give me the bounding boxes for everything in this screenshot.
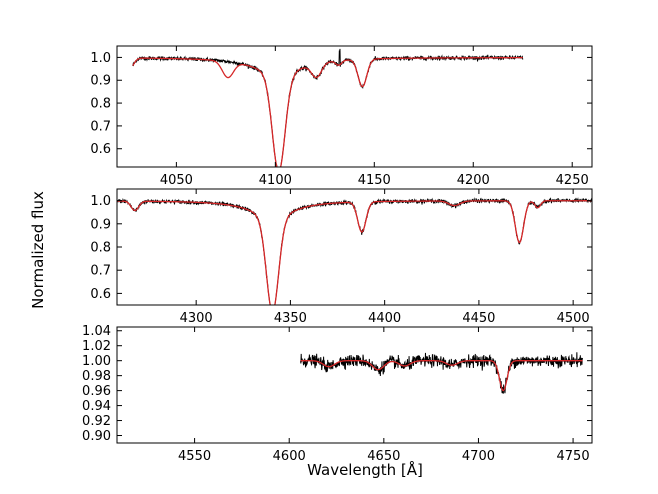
x-tick-label: 4050 — [160, 173, 193, 188]
model-spectrum-middle — [117, 200, 592, 305]
x-tick-label: 4700 — [462, 449, 495, 464]
x-tick-label: 4400 — [368, 311, 401, 326]
x-tick-label: 4550 — [178, 449, 211, 464]
y-tick-label: 1.02 — [82, 339, 111, 354]
y-tick-label: 0.98 — [82, 369, 111, 384]
y-tick-label: 0.90 — [82, 429, 111, 444]
x-tick-label: 4450 — [462, 311, 495, 326]
y-tick-label: 0.6 — [90, 287, 111, 302]
y-tick-label: 1.00 — [82, 354, 111, 369]
panel-bottom: 4550 4600 4650 4700 4750 0.900.920.940.960.98… — [82, 324, 593, 464]
y-tick-label: 1.04 — [82, 324, 111, 339]
y-tick-label: 0.9 — [90, 74, 111, 89]
y-tick-label: 1.0 — [90, 51, 111, 66]
y-tick-label: 0.94 — [82, 399, 111, 414]
y-tick-label: 0.9 — [90, 217, 111, 232]
x-tick-label: 4200 — [457, 173, 490, 188]
model-spectrum-top — [132, 57, 523, 167]
x-tick-label: 4100 — [259, 173, 292, 188]
x-axis-label: Wavelength [Å] — [307, 460, 423, 479]
y-tick-label: 0.7 — [90, 119, 111, 134]
x-tick-label: 4350 — [274, 311, 307, 326]
axes-frame-bottom — [116, 326, 593, 444]
y-tick-label: 0.8 — [90, 241, 111, 256]
y-tick-label: 0.92 — [82, 414, 111, 429]
x-tick-label: 4750 — [557, 449, 590, 464]
y-tick-label: 0.7 — [90, 264, 111, 279]
axes-frame-top — [116, 45, 593, 168]
x-tick-label: 4500 — [557, 311, 590, 326]
y-tick-label: 0.6 — [90, 142, 111, 157]
x-tick-label: 4150 — [358, 173, 391, 188]
y-tick-label: 1.0 — [90, 194, 111, 209]
x-tick-label: 4600 — [273, 449, 306, 464]
panel-top: 4050 4100 4150 4200 4250 0.6 0.7 0.8 0.9 1.0 — [90, 45, 593, 188]
panel-middle: 4300 4350 4400 4450 4500 0.6 0.7 0.8 0.9 1.0 — [90, 188, 593, 326]
y-axis-label: Normalized flux — [29, 191, 47, 309]
y-tick-label: 0.8 — [90, 97, 111, 112]
x-tick-label: 4300 — [180, 311, 213, 326]
x-tick-label: 4250 — [556, 173, 589, 188]
model-spectrum-bottom — [300, 360, 583, 392]
y-tick-label: 0.96 — [82, 384, 111, 399]
x-tick-label: 4650 — [367, 449, 400, 464]
